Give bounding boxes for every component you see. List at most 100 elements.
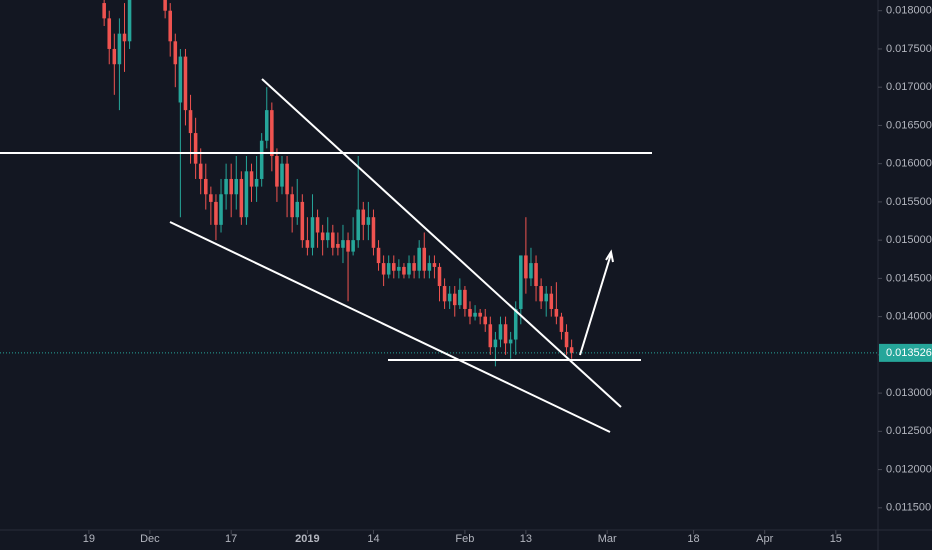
candle-body — [524, 255, 528, 279]
candle-body — [204, 178, 208, 195]
candle-body — [341, 240, 345, 248]
candle-body — [402, 266, 406, 275]
candle-body — [336, 243, 340, 248]
x-tick-label: 18 — [687, 533, 699, 545]
upper-trendline — [261, 78, 622, 408]
candle-body — [183, 56, 188, 111]
candle-body — [452, 293, 457, 306]
y-tick-label: 0.012000 — [886, 463, 932, 475]
candle-body — [209, 194, 213, 202]
y-tick-label: 0.014000 — [886, 311, 932, 323]
arrow-head — [605, 249, 614, 263]
candle-body — [280, 163, 284, 187]
candle-body — [315, 217, 320, 233]
candle-body — [214, 201, 218, 225]
y-tick-label: 0.017000 — [886, 81, 932, 93]
candle-body — [508, 339, 513, 344]
y-tick-label: 0.012500 — [886, 425, 932, 437]
candle-body — [178, 56, 183, 103]
x-tick-label: Mar — [598, 533, 617, 545]
lower-trendline — [169, 221, 611, 433]
candle-body — [447, 293, 452, 302]
candle-body — [285, 163, 289, 195]
y-tick-label: 0.015500 — [886, 196, 932, 208]
candle-body — [163, 0, 167, 11]
candle-body — [264, 110, 269, 141]
candle-body — [290, 194, 294, 218]
candle-body — [193, 133, 198, 164]
arrow — [579, 253, 612, 356]
candle-body — [488, 324, 493, 348]
drawings — [0, 78, 652, 433]
candle-body — [376, 247, 381, 264]
y-tick-label: 0.016500 — [886, 119, 932, 131]
y-tick-label: 0.017500 — [886, 43, 932, 55]
candle-body — [478, 312, 482, 317]
candle-body — [224, 178, 228, 195]
candle-body — [412, 263, 416, 271]
candle-body — [361, 209, 366, 225]
candle-body — [442, 286, 447, 302]
candle-body — [320, 232, 325, 241]
candle-body — [188, 110, 193, 134]
candle-body — [107, 18, 112, 49]
candle-body — [351, 240, 355, 252]
candle-body — [386, 263, 391, 275]
candle-body — [417, 247, 421, 271]
candle-body — [559, 316, 564, 332]
x-tick-label: Dec — [140, 533, 160, 545]
candle-body — [249, 171, 254, 187]
candle-body — [549, 293, 554, 309]
candle-body — [427, 263, 432, 271]
plot-area — [0, 0, 878, 367]
candle-body — [244, 171, 249, 218]
candle-body — [432, 263, 437, 267]
candle-body — [554, 308, 559, 317]
candle-body — [117, 33, 122, 65]
x-tick-label: 19 — [83, 533, 95, 545]
candle-body — [564, 331, 569, 348]
candle-body — [259, 140, 264, 179]
candle-body — [270, 110, 274, 157]
candle-body — [539, 286, 543, 302]
candle-body — [275, 156, 279, 187]
candle-body — [468, 308, 472, 317]
y-tick-label: 0.018000 — [886, 5, 932, 17]
x-tick-label: 13 — [520, 533, 532, 545]
candle-body — [534, 263, 538, 287]
candle-body — [122, 33, 127, 42]
candle-body — [198, 163, 203, 179]
candle-body — [458, 289, 462, 306]
candle-body — [356, 209, 360, 241]
y-tick-label: 0.013000 — [886, 387, 932, 399]
candle-body — [366, 217, 371, 225]
candle-body — [295, 201, 300, 218]
candle-body — [513, 308, 518, 340]
x-tick-label: 15 — [830, 533, 842, 545]
candle-body — [473, 312, 477, 317]
candle-body — [483, 316, 488, 325]
candle-body — [219, 194, 223, 225]
last-price-label: 0.013526 — [886, 347, 932, 359]
candle-body — [305, 240, 310, 248]
candle-body — [493, 339, 498, 348]
y-tick-label: 0.016000 — [886, 158, 932, 170]
candle-body — [544, 293, 548, 302]
candle-body — [239, 178, 244, 218]
candle-body — [102, 3, 106, 19]
y-tick-label: 0.011500 — [886, 502, 931, 514]
axes: 0.0115000.0120000.0125000.0130000.013500… — [83, 5, 932, 545]
candle-body — [331, 232, 335, 248]
candle-body — [529, 263, 533, 279]
x-tick-label: 14 — [367, 533, 379, 545]
candle-body — [229, 178, 233, 195]
candle-body — [498, 324, 503, 340]
candle-body — [310, 217, 315, 248]
y-tick-label: 0.014500 — [886, 272, 932, 284]
candle-body — [127, 0, 132, 42]
candle-body — [300, 201, 305, 241]
candle-body — [234, 178, 239, 195]
candle-body — [397, 266, 401, 271]
